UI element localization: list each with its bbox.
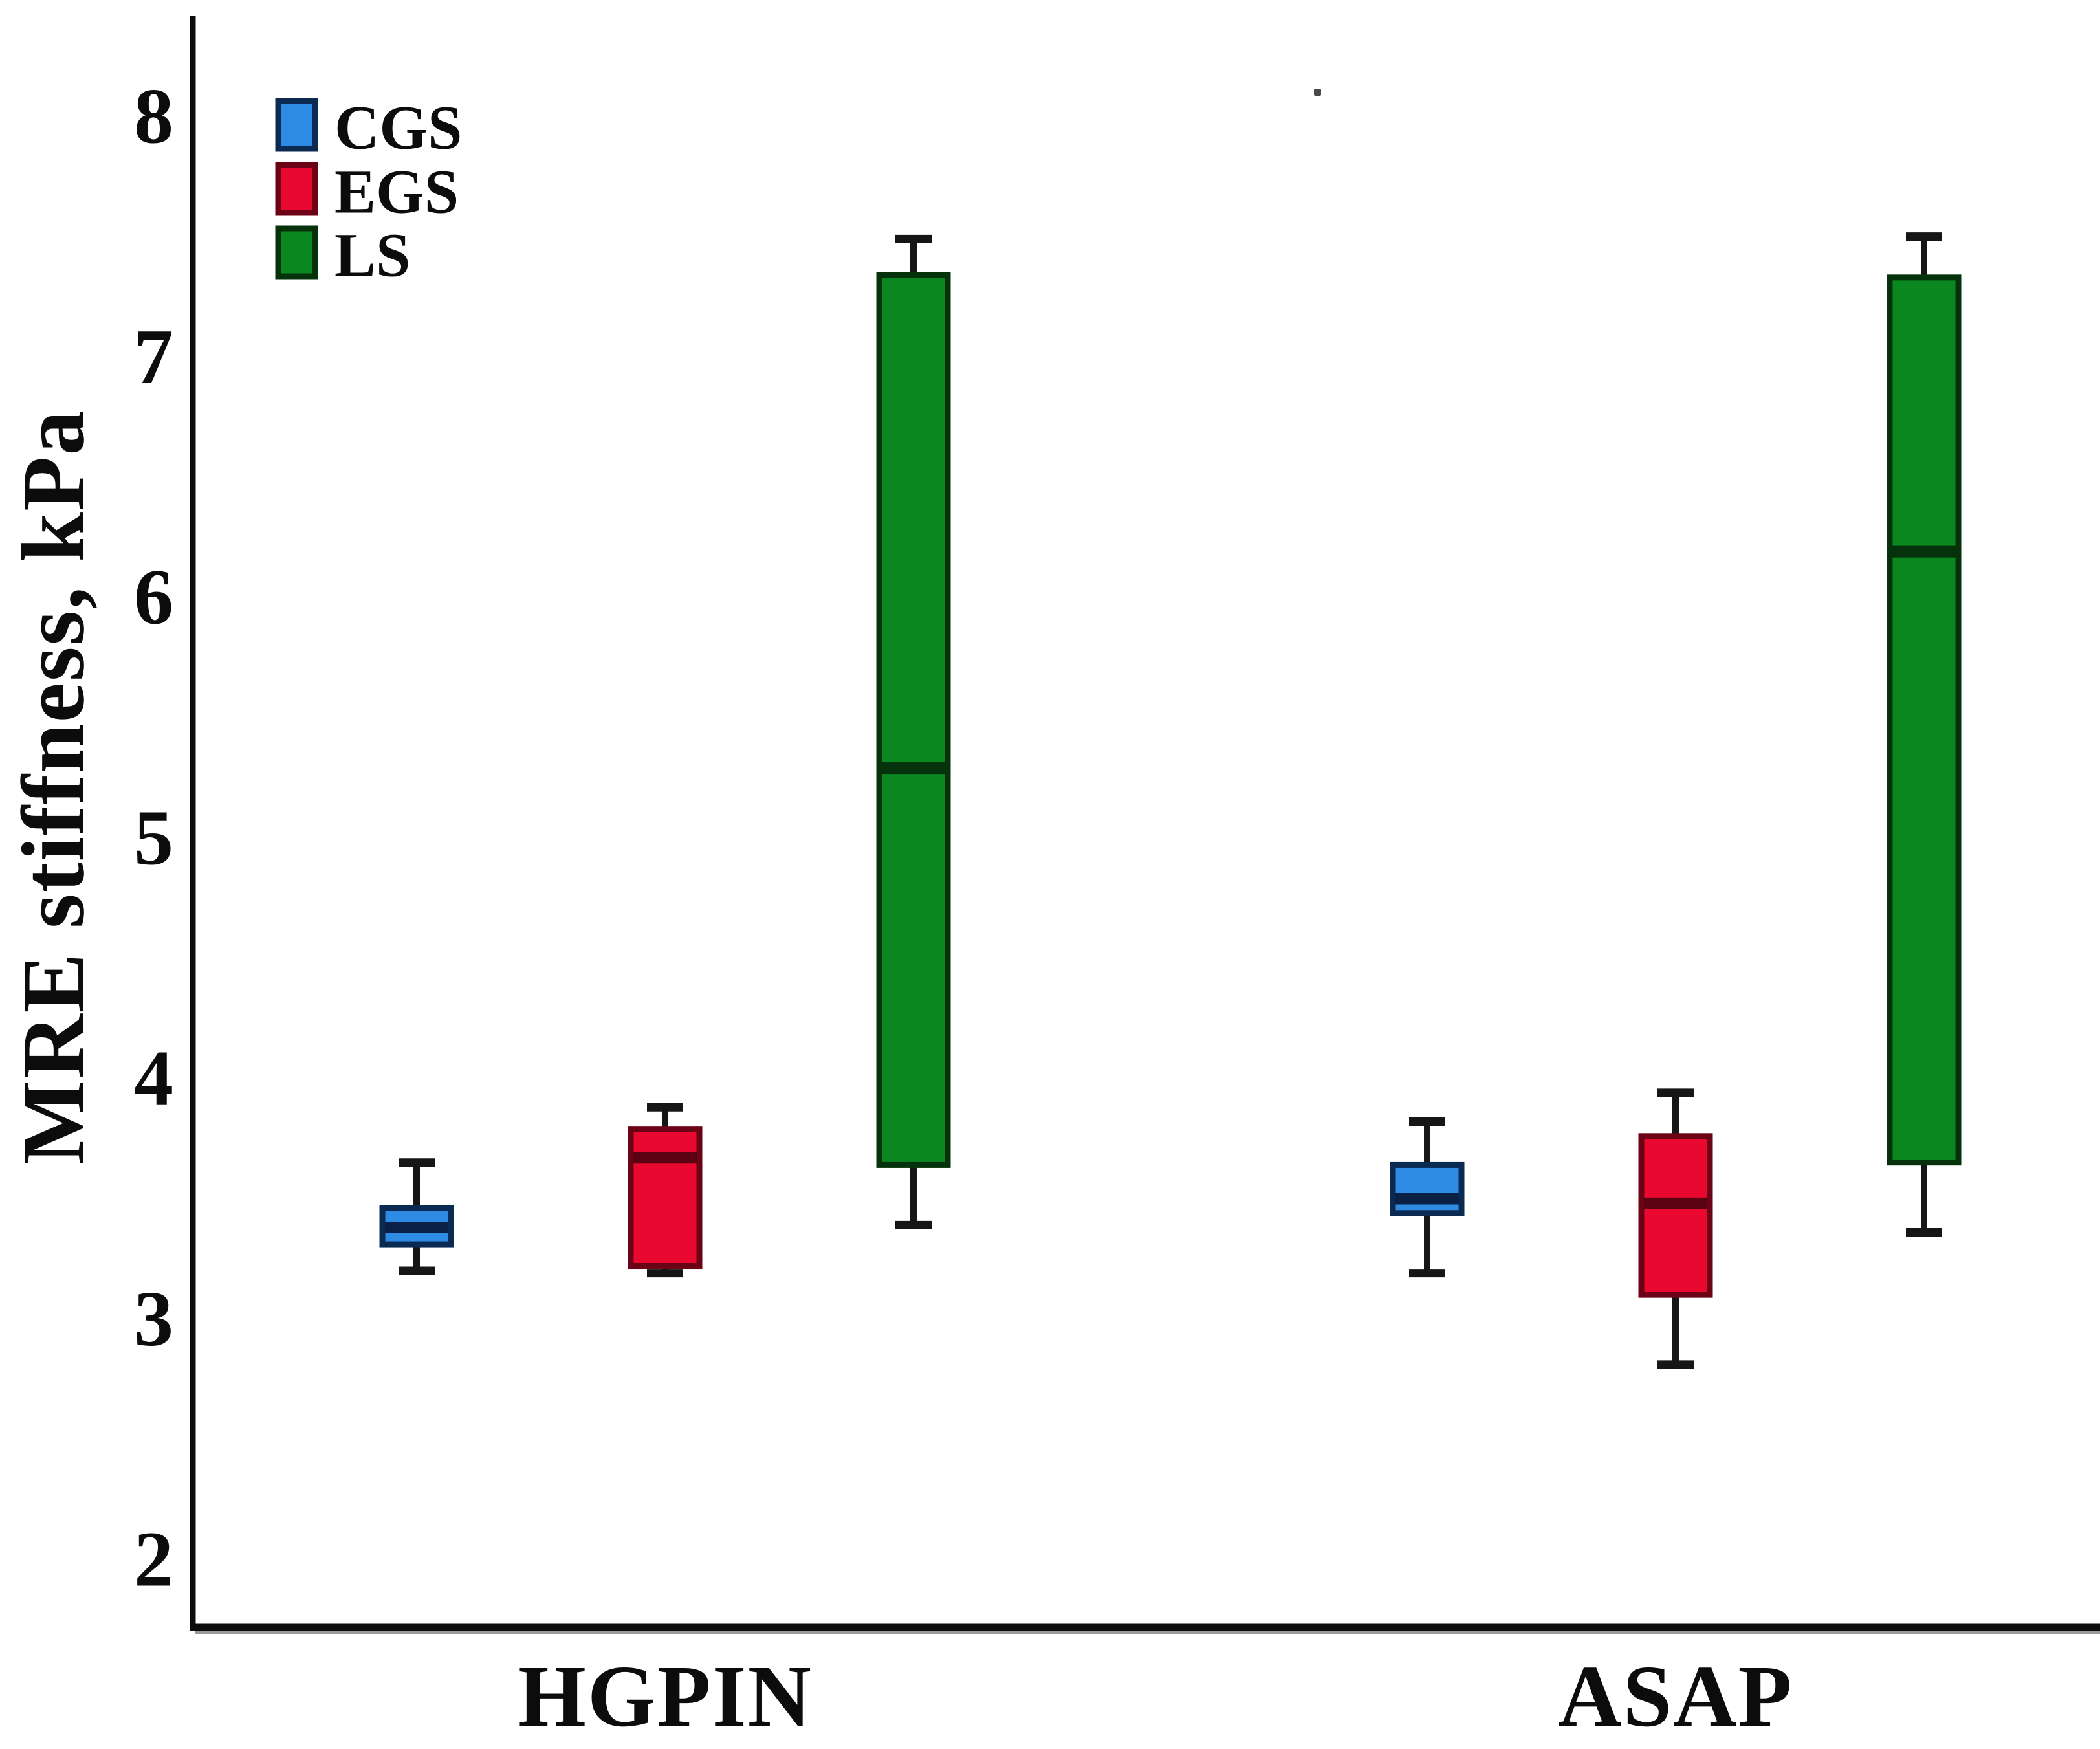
y-tick-label-2: 2 xyxy=(134,1516,173,1603)
y-tick-label-7: 7 xyxy=(134,313,173,401)
legend-swatch-ls xyxy=(275,225,318,280)
y-tick-label-6: 6 xyxy=(134,554,173,641)
y-tick-label-5: 5 xyxy=(134,794,173,881)
y-tick-label-4: 4 xyxy=(134,1035,173,1122)
legend-swatch-cgs xyxy=(275,98,318,152)
y-tick-label-3: 3 xyxy=(134,1275,173,1363)
y-tick-label-8: 8 xyxy=(134,72,173,160)
box-hgpin-ls xyxy=(876,272,951,1168)
legend-label-egs: EGS xyxy=(334,157,459,226)
box-asap-cgs xyxy=(1390,1161,1465,1216)
artifact-dot xyxy=(1314,89,1321,96)
box-asap-ls xyxy=(1887,274,1962,1166)
box-asap-egs xyxy=(1638,1133,1713,1298)
legend-label-ls: LS xyxy=(334,221,410,290)
legend-label-cgs: CGS xyxy=(334,93,462,162)
x-category-label-hgpin: HGPIN xyxy=(518,1648,813,1745)
legend-swatch-egs xyxy=(275,162,318,216)
x-category-label-asap: ASAP xyxy=(1558,1648,1793,1745)
box-hgpin-egs xyxy=(628,1126,703,1270)
